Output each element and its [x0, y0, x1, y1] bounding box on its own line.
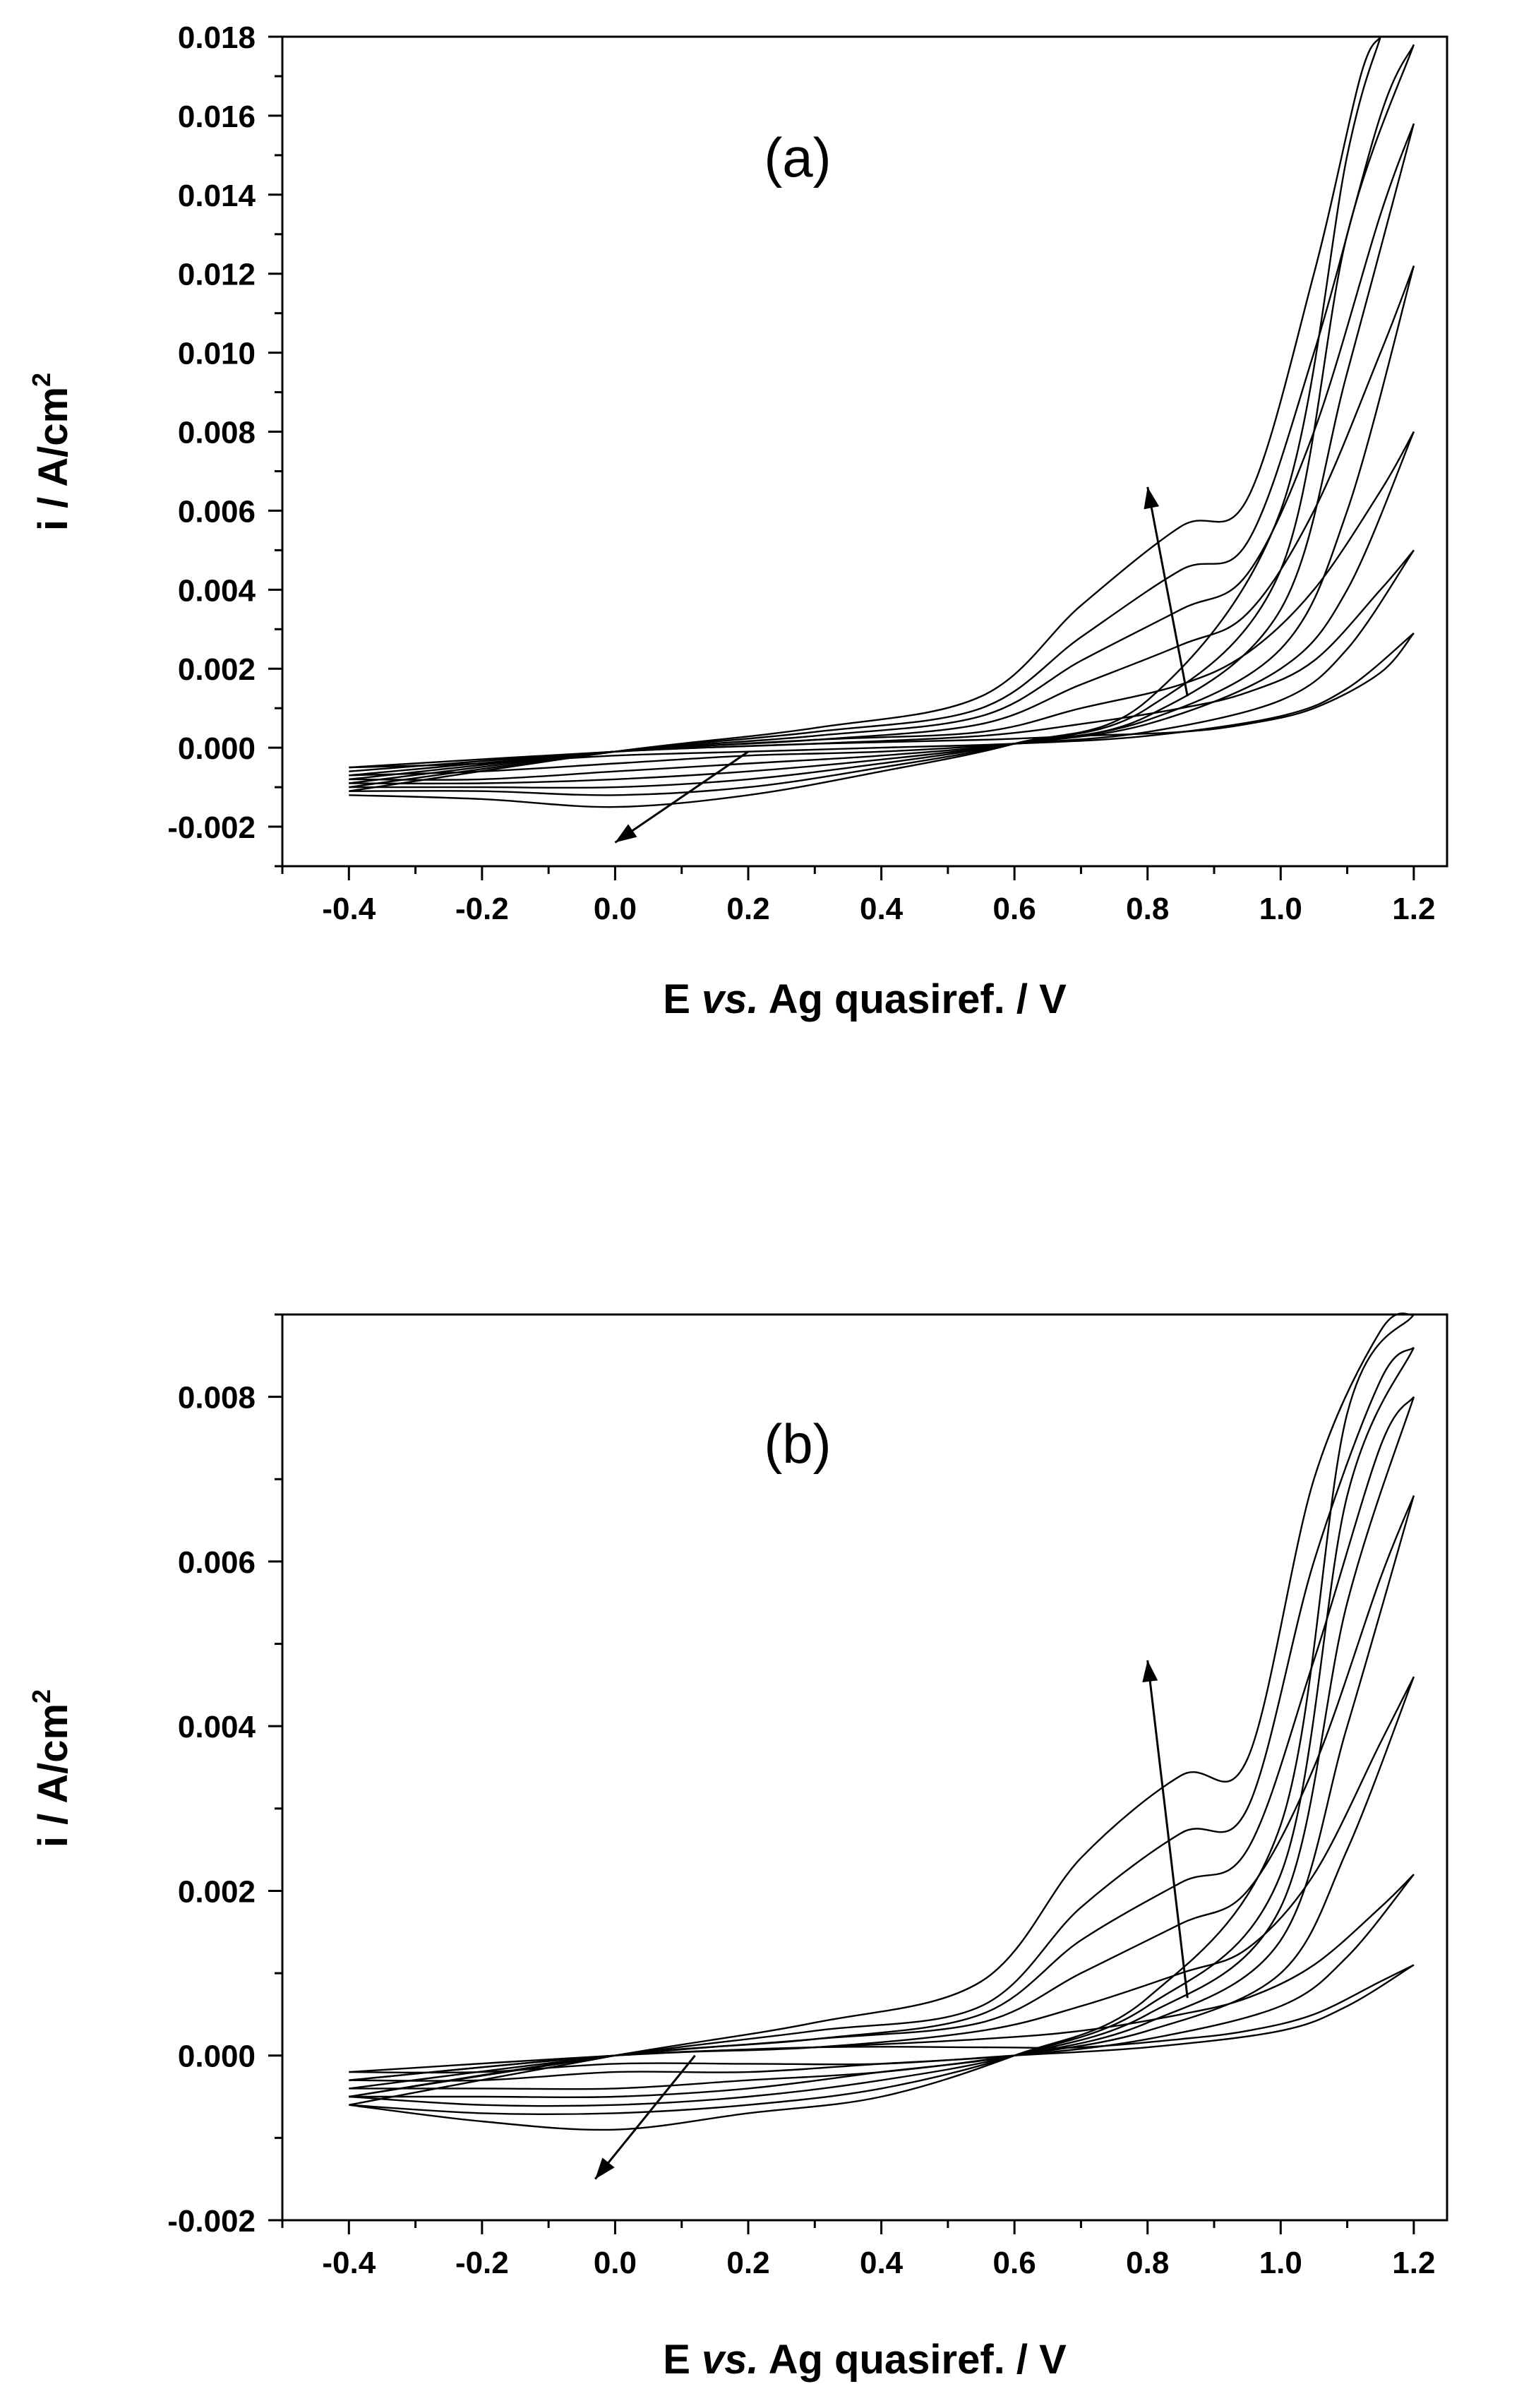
- x-tick-label-b: 0.2: [726, 2246, 769, 2280]
- x-axis-title-a-suffix: Ag quasiref. / V: [759, 976, 1067, 1022]
- x-axis-title-a-italic: vs.: [702, 976, 759, 1022]
- y-tick-label-b: 0.008: [178, 1381, 256, 1415]
- cv-forward-scan-a-4: [349, 265, 1415, 781]
- cv-reverse-scan-b-2: [349, 1874, 1415, 2082]
- ticks-b: [268, 1313, 1415, 2234]
- cv-forward-scan-b-2: [349, 1874, 1415, 2081]
- cv-reverse-scan-a-7: [349, 36, 1381, 808]
- panel-b: -0.4 -0.2 0.0 0.2 0.4 0.6 0.8 1.0 1.2 -0.002 0.000…: [27, 1312, 1448, 2383]
- tick-labels-b: -0.4 -0.2 0.0 0.2 0.4 0.6 0.8 1.0 1.2 -0.002 0.000…: [167, 1381, 1435, 2280]
- cv-reverse-scan-a-2: [349, 549, 1415, 777]
- ticks-a: [268, 35, 1415, 880]
- y-tick-label-b: 0.000: [178, 2039, 256, 2074]
- cv-reverse-scan-b-1: [349, 1964, 1415, 2074]
- tick-labels-a: -0.4 -0.2 0.0 0.2 0.4 0.6 0.8 1.0 1.2 -0.002 0.000…: [167, 20, 1435, 926]
- cv-forward-scan-b-6: [349, 1346, 1415, 2098]
- y-axis-title-a: i / A/cm2: [27, 373, 76, 531]
- y-tick-label-a: 0.018: [178, 20, 256, 55]
- panel-label-b: (b): [764, 1413, 831, 1475]
- trend-arrow-shaft-b-2: [594, 2054, 696, 2180]
- y-tick-label-b: -0.002: [167, 2204, 256, 2239]
- cv-forward-scan-a-2: [349, 549, 1415, 772]
- plot-frame-a: [281, 35, 1448, 868]
- x-tick-label-a: -0.2: [455, 892, 509, 926]
- curves-a: [349, 36, 1415, 808]
- y-tick-label-a: 0.008: [178, 416, 256, 450]
- cv-reverse-scan-a-1: [349, 632, 1415, 769]
- trend-arrow-head-b-2: [595, 2157, 615, 2179]
- x-tick-label-b: 0.0: [594, 2246, 637, 2280]
- x-axis-title-a-prefix: E: [663, 976, 702, 1022]
- cv-forward-scan-a-6: [349, 44, 1415, 789]
- y-tick-label-a: 0.016: [178, 100, 256, 134]
- x-tick-label-a: 0.8: [1126, 892, 1169, 926]
- cv-forward-scan-b-3: [349, 1676, 1415, 2081]
- y-axis-title-a-sup: 2: [27, 373, 56, 387]
- x-tick-label-a: 0.0: [594, 892, 637, 926]
- x-axis-title-b: E vs. Ag quasiref. / V: [663, 2337, 1067, 2383]
- x-tick-label-a: -0.4: [322, 892, 376, 926]
- x-tick-label-b: 0.6: [993, 2246, 1036, 2280]
- x-tick-label-a: 1.2: [1392, 892, 1435, 926]
- panel-label-a: (a): [764, 126, 831, 188]
- cv-reverse-scan-b-6: [349, 1347, 1415, 2116]
- y-tick-label-a: 0.006: [178, 494, 256, 529]
- y-tick-label-a: 0.014: [178, 179, 256, 213]
- x-tick-label-a: 0.4: [860, 892, 904, 926]
- cv-forward-scan-b-1: [349, 1964, 1415, 2073]
- cv-reverse-scan-b-7: [349, 1314, 1415, 2131]
- x-tick-label-b: 0.8: [1126, 2246, 1169, 2280]
- cv-forward-scan-b-7: [349, 1312, 1415, 2106]
- y-axis-title-b-sup: 2: [27, 1689, 56, 1703]
- x-tick-label-a: 0.6: [993, 892, 1036, 926]
- y-tick-label-b: 0.006: [178, 1545, 256, 1580]
- cv-reverse-scan-b-4: [349, 1495, 1415, 2099]
- cv-reverse-scan-a-6: [349, 44, 1415, 796]
- y-tick-label-b: 0.002: [178, 1874, 256, 1909]
- cv-reverse-scan-a-3: [349, 431, 1415, 781]
- x-axis-title-b-italic: vs.: [702, 2337, 759, 2383]
- cv-reverse-scan-b-5: [349, 1396, 1415, 2107]
- x-axis-title-b-suffix: Ag quasiref. / V: [759, 2337, 1067, 2383]
- x-tick-label-a: 1.0: [1259, 892, 1302, 926]
- x-axis-title-b-prefix: E: [663, 2337, 702, 2383]
- y-axis-title-a-text: i / A/cm: [30, 387, 76, 531]
- y-tick-label-b: 0.004: [178, 1710, 256, 1744]
- x-tick-label-b: 1.0: [1259, 2246, 1302, 2280]
- trend-arrow-shaft-a-2: [614, 750, 749, 844]
- y-tick-label-a: -0.002: [167, 810, 256, 845]
- x-tick-label-b: -0.2: [455, 2246, 509, 2280]
- arrows-b: [594, 1660, 1189, 2180]
- trend-arrow-head-a-2: [615, 824, 637, 843]
- panel-a: -0.4 -0.2 0.0 0.2 0.4 0.6 0.8 1.0 1.2 -0.002 0.000…: [27, 20, 1448, 1022]
- trend-arrow-head-b-1: [1142, 1660, 1158, 1682]
- x-axis-title-a: E vs. Ag quasiref. / V: [663, 976, 1067, 1022]
- curves-b: [349, 1312, 1415, 2131]
- y-tick-label-a: 0.002: [178, 652, 256, 687]
- x-tick-label-a: 0.2: [726, 892, 769, 926]
- y-tick-label-a: 0.010: [178, 337, 256, 371]
- trend-arrow-shaft-b-1: [1146, 1660, 1189, 1999]
- x-tick-label-b: 0.4: [860, 2246, 904, 2280]
- trend-arrow-head-a-1: [1144, 486, 1160, 510]
- cv-forward-scan-a-7: [349, 36, 1381, 792]
- y-axis-title-b-text: i / A/cm: [30, 1703, 76, 1847]
- cv-reverse-scan-a-5: [349, 123, 1415, 789]
- cv-reverse-scan-a-4: [349, 265, 1415, 785]
- x-tick-label-b: 1.2: [1392, 2246, 1435, 2280]
- y-tick-label-a: 0.012: [178, 258, 256, 292]
- plot-frame-b: [281, 1313, 1448, 2222]
- x-tick-label-b: -0.4: [322, 2246, 376, 2280]
- cv-forward-scan-b-5: [349, 1396, 1415, 2098]
- arrows-a: [614, 486, 1189, 844]
- y-tick-label-a: 0.000: [178, 731, 256, 766]
- y-tick-label-a: 0.004: [178, 573, 256, 608]
- trend-arrow-shaft-a-1: [1146, 486, 1189, 697]
- y-axis-title-b: i / A/cm2: [27, 1689, 76, 1847]
